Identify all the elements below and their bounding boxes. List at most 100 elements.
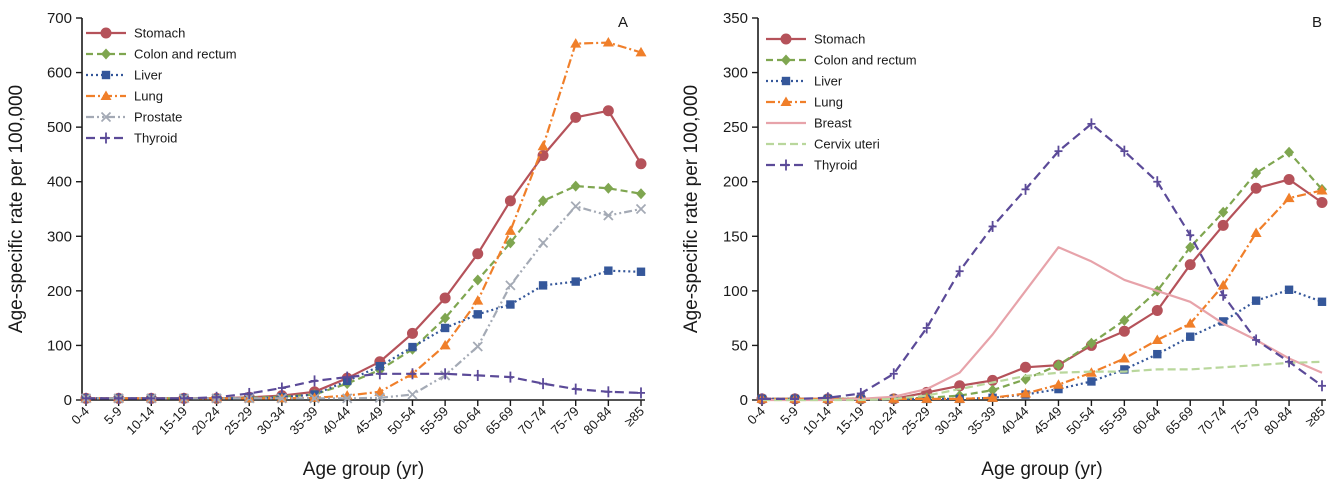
panel-a-legend-item-prostate: Prostate [86, 110, 182, 125]
panel-b-legend-item-breast: Breast [766, 116, 852, 131]
panel-a-x-tick-label-7: 35-39 [287, 404, 321, 438]
panel-a-series-stomach-point-11 [439, 292, 451, 304]
panel-b-series-thyroid-point-12 [1153, 176, 1162, 188]
panel-b-x-tick-label-2: 10-14 [800, 404, 834, 438]
panel-a-x-tick-label-9: 45-49 [352, 404, 386, 438]
panel-b-series-lung-point-4 [888, 393, 900, 403]
panel-a-series-colon-and-rectum-line [86, 185, 642, 400]
panel-b-series-lung-line [762, 189, 1323, 400]
panel-a-series-prostate-point-16 [603, 210, 614, 221]
panel-a-series-colon-and-rectum-point-16 [603, 182, 614, 194]
panel-a-x-tick-label-1: 5-9 [101, 404, 125, 428]
panel-a-series-thyroid-line [86, 372, 642, 400]
panel-a-series-thyroid-point-0 [82, 392, 90, 404]
panel-a-series-thyroid-point-12 [473, 369, 482, 381]
panel-a-series-prostate [80, 201, 647, 404]
panel-a-series-prostate-point-12-stroke-2 [472, 341, 483, 352]
panel-a-x-tick-label-8: 40-44 [319, 404, 353, 438]
panel-a-x-tick-label-14: 70-74 [515, 404, 549, 438]
panel-a-legend-marker-colon-and-rectum [101, 48, 111, 60]
panel-b-legend-item-stomach: Stomach [766, 32, 865, 47]
panel-b-series-lung [756, 184, 1328, 403]
panel-a-legend-label-thyroid: Thyroid [134, 131, 177, 146]
panel-a-series-colon-and-rectum-point-13 [505, 237, 516, 249]
panel-a-legend-label-colon-and-rectum: Colon and rectum [134, 47, 237, 62]
panel-b-legend-label-thyroid: Thyroid [814, 158, 857, 173]
panel-a-x-tick-label-17: ≥85 [621, 404, 647, 430]
panel-a-y-tick-label-300: 300 [47, 228, 72, 245]
panel-b-series-thyroid-point-1 [790, 393, 799, 405]
panel-b-x-tick-label-3: 15-19 [833, 404, 867, 438]
panel-b-series-lung-point-12 [1151, 334, 1163, 344]
panel-a-series-colon-and-rectum-point-11 [440, 312, 451, 324]
panel-b-series-colon-and-rectum-point-15 [1251, 167, 1262, 179]
panel-a-series-liver-point-9 [375, 361, 385, 371]
panel-b-series-colon-and-rectum-point-14 [1218, 206, 1229, 218]
panel-a-series-stomach-point-10 [406, 327, 418, 339]
panel-a-x-tick-label-5: 25-29 [221, 404, 255, 438]
panel-a-x-tick-label-10: 50-54 [384, 404, 418, 438]
panel-b-series-thyroid-point-5 [922, 322, 931, 334]
panel-a-series-prostate-point-7-stroke-2 [309, 393, 320, 404]
panel-b-x-tick-label-4: 20-24 [866, 404, 900, 438]
panel-a-series-lung-point-13 [504, 225, 516, 235]
panel-b-series-thyroid-point-16 [1285, 356, 1294, 368]
panel-a-series-prostate-point-14 [537, 237, 549, 248]
panel-a-series-prostate-point-15-stroke-2 [570, 201, 581, 212]
panel-a-series-prostate-point-8-stroke-2 [342, 393, 353, 404]
panel-b-x-tick-label-12: 60-64 [1129, 404, 1163, 438]
panel-a-series-liver-point-10 [408, 342, 417, 352]
panel-a-series-liver-point-13 [506, 300, 515, 309]
panel-b-legend-marker-lung [780, 96, 792, 106]
panel-b-series-thyroid-point-9 [1054, 145, 1063, 157]
panel-b-series-liver-point-17 [1317, 297, 1327, 306]
panel-a-series-liver-point-12 [473, 310, 482, 319]
panel-a-y-tick-label-600: 600 [47, 65, 72, 82]
panel-a-x-tick-label-6: 30-34 [254, 404, 288, 438]
panel-a-y-tick-label-700: 700 [47, 10, 72, 27]
panel-b-x-tick-label-11: 55-59 [1096, 404, 1130, 438]
panel-a-series-thyroid-point-6 [277, 382, 286, 394]
panel-a-series-lung [80, 37, 647, 403]
panel-b-series-lung-point-9 [1052, 379, 1064, 389]
panel-a-legend-marker-liver [101, 70, 111, 80]
panel-a-legend-label-lung: Lung [134, 89, 163, 104]
panel-a-series-lung-point-12 [472, 295, 484, 305]
panel-a-legend-item-thyroid: Thyroid [86, 131, 177, 146]
panel-b-series-breast [762, 246, 1323, 402]
panel-a-series-lung-point-17 [635, 46, 647, 57]
panel-b-series-lung-point-15 [1250, 227, 1262, 238]
panel-b-series-thyroid [758, 118, 1326, 405]
panel-a-series-prostate-point-17 [635, 203, 647, 215]
panel-a-legend-item-lung: Lung [86, 89, 163, 104]
panel-b-series-lung-point-17 [1316, 184, 1328, 195]
panel-b-series-thyroid-point-14 [1219, 289, 1228, 301]
panel-a-label: A [618, 14, 628, 31]
panel-b-series-lung-point-6 [954, 393, 966, 403]
panel-b-series-lung-point-7 [987, 392, 999, 402]
panel-b-series-thyroid-line [762, 122, 1323, 400]
panel-a-series-thyroid-point-17 [637, 387, 645, 399]
panel-b-y-tick-label-300: 300 [723, 65, 748, 82]
panel-b-series-stomach-point-16 [1283, 174, 1295, 186]
panel-a-x-tick-label-12: 60-64 [450, 404, 484, 438]
panel-b-x-tick-label-16: 80-84 [1261, 404, 1295, 438]
panel-b-y-tick-label-0: 0 [740, 392, 748, 409]
panel-b-series-thyroid-point-15 [1252, 334, 1261, 346]
panel-a-series-lung-point-9 [374, 386, 386, 396]
panel-b-legend-label-cervix-uteri: Cervix uteri [814, 137, 880, 152]
panel-b-legend-label-breast: Breast [814, 116, 852, 131]
panel-b-series-colon-and-rectum-line [762, 151, 1323, 400]
panel-b-series-thyroid-point-3 [856, 387, 865, 399]
panel-a-legend-item-liver: Liver [86, 68, 163, 83]
panel-b-series-thyroid-point-10 [1087, 118, 1096, 130]
panel-a-series-thyroid-point-13 [506, 371, 515, 383]
panel-a-series-liver-point-17 [636, 267, 646, 276]
panel-a-legend-marker-prostate-stroke-2 [100, 111, 112, 123]
panel-a-series-stomach-point-16 [602, 105, 614, 117]
panel-a-x-tick-label-15: 75-79 [548, 404, 582, 438]
panel-b-legend-marker-colon-and-rectum [781, 54, 791, 66]
panel-a-series-liver-point-14 [538, 281, 548, 290]
panel-b-y-tick-label-50: 50 [731, 337, 748, 354]
